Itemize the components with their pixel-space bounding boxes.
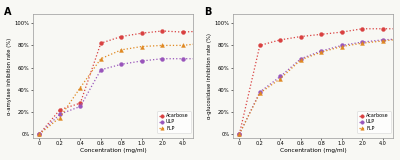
Legend: Acarbose, ULP, FLP: Acarbose, ULP, FLP [157,111,191,133]
Y-axis label: α-glucosidase inhibition rate (%): α-glucosidase inhibition rate (%) [207,33,212,119]
X-axis label: Concentration (mg/ml): Concentration (mg/ml) [80,148,146,153]
Legend: Acarbose, ULP, FLP: Acarbose, ULP, FLP [357,111,391,133]
Text: B: B [204,7,212,17]
Y-axis label: α-amylase inhibition rate (%): α-amylase inhibition rate (%) [7,37,12,115]
Text: A: A [4,7,12,17]
X-axis label: Concentration (mg/ml): Concentration (mg/ml) [280,148,346,153]
